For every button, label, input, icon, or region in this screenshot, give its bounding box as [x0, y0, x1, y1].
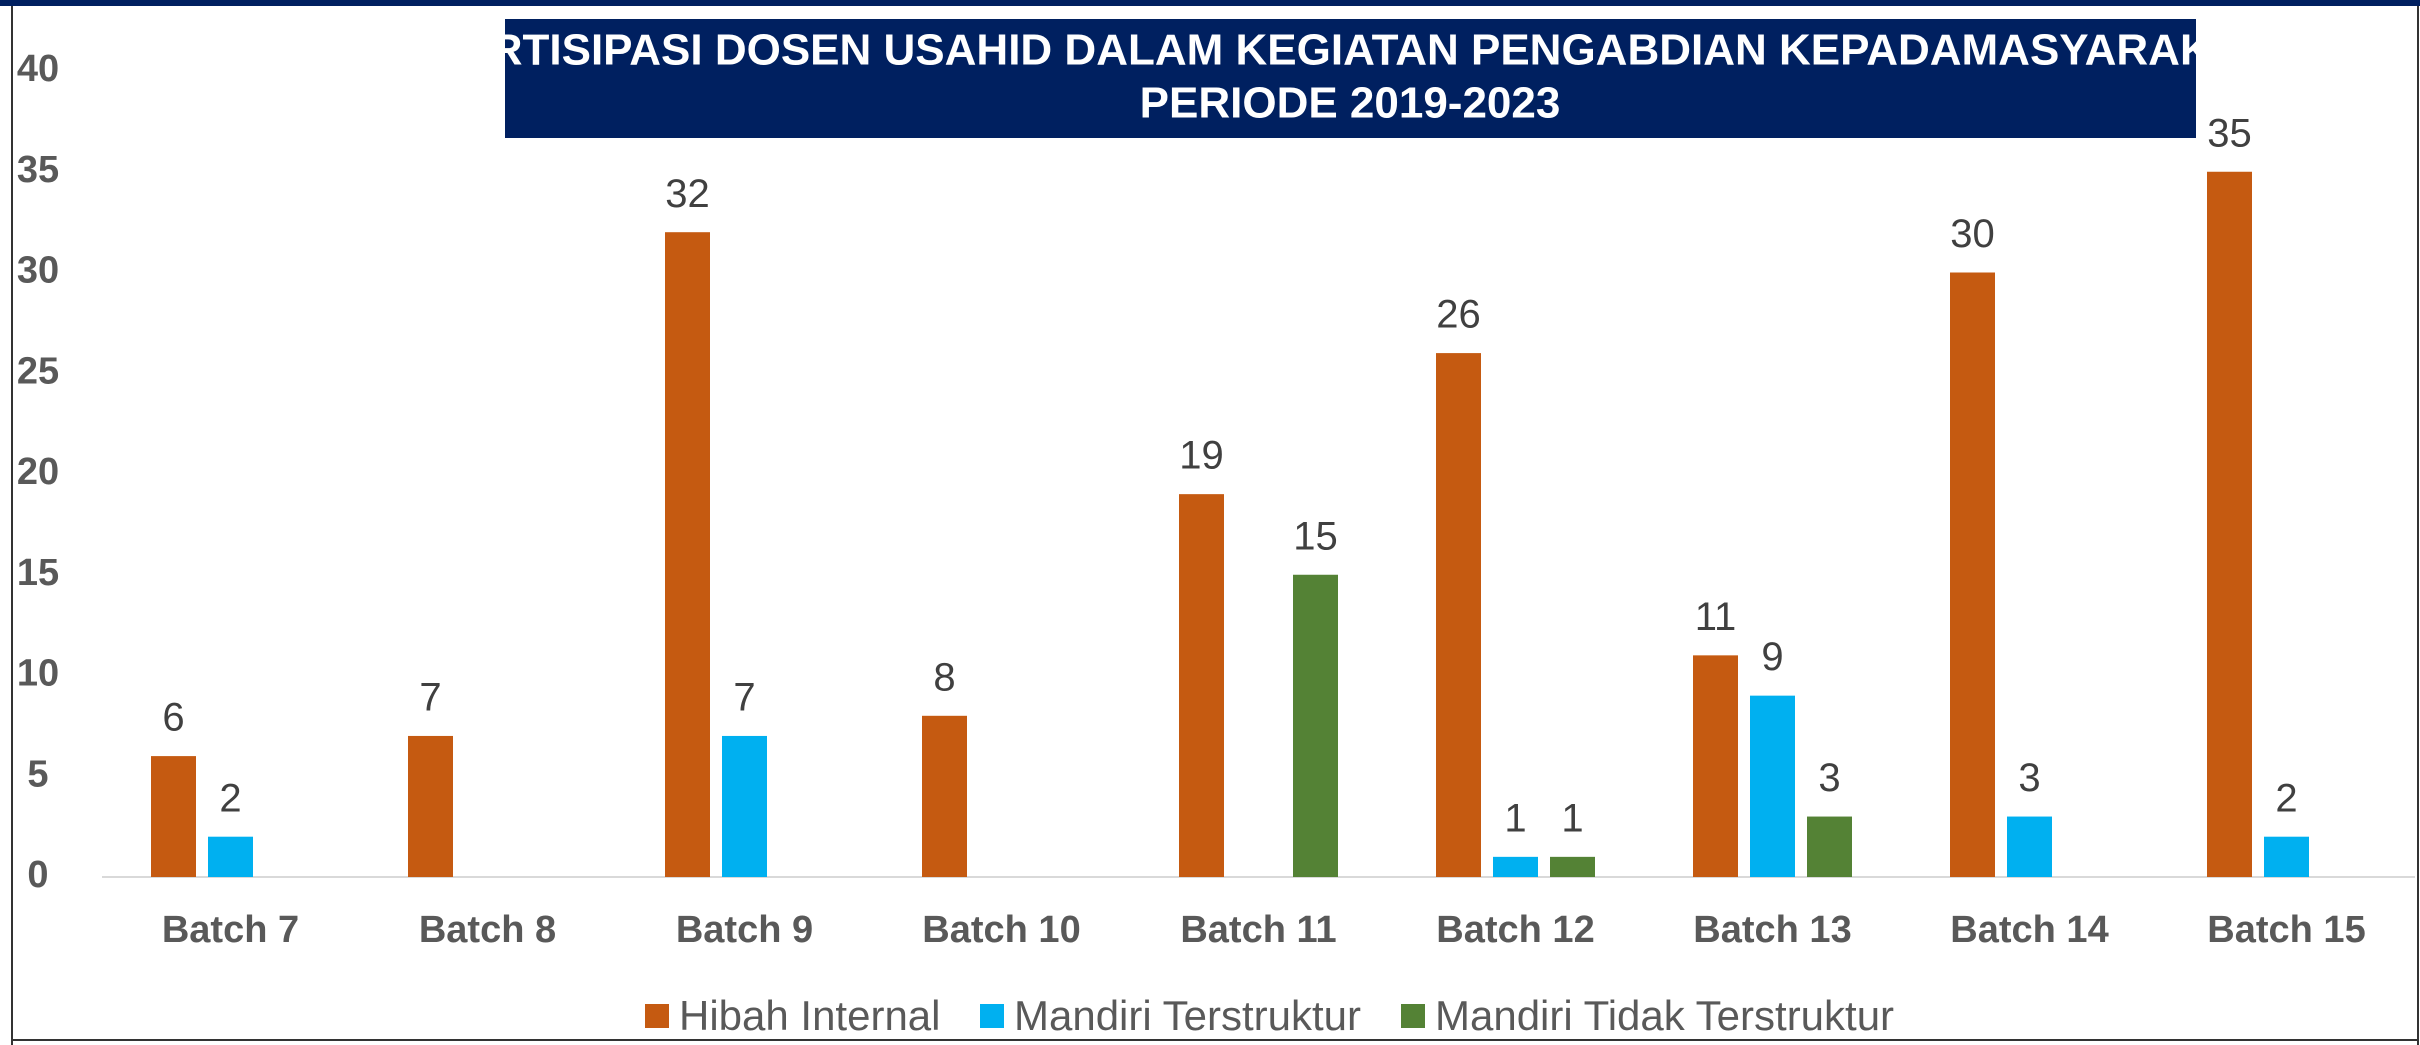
bar — [2007, 816, 2052, 877]
data-label: 1 — [1504, 796, 1526, 840]
data-label: 11 — [1695, 595, 1737, 639]
y-tick-label: 5 — [27, 753, 48, 795]
bar — [151, 756, 196, 877]
data-label: 26 — [1436, 293, 1481, 337]
data-label: 9 — [1761, 635, 1783, 679]
y-tick-label: 10 — [17, 653, 59, 695]
y-tick-label: 40 — [17, 48, 59, 90]
y-tick-label: 35 — [17, 149, 59, 191]
data-label: 32 — [665, 172, 710, 216]
bar — [2207, 171, 2252, 877]
bar — [1179, 494, 1224, 877]
bar — [1436, 353, 1481, 878]
bar — [2264, 836, 2309, 877]
x-tick-label: Batch 11 — [1180, 909, 1336, 951]
y-tick-label: 15 — [17, 552, 59, 594]
x-tick-label: Batch 9 — [676, 909, 813, 951]
y-tick-label: 0 — [27, 854, 48, 896]
x-tick-label: Batch 7 — [162, 909, 299, 951]
x-tick-label: Batch 12 — [1436, 909, 1594, 951]
bar — [1550, 856, 1595, 877]
legend-label: Hibah Internal — [679, 992, 941, 1039]
data-label: 7 — [733, 676, 755, 720]
x-tick-label: Batch 13 — [1693, 909, 1851, 951]
data-label: 2 — [219, 776, 241, 820]
top-border — [0, 0, 2420, 6]
bar — [208, 836, 253, 877]
data-label: 3 — [2018, 756, 2040, 800]
title-box — [505, 19, 2196, 138]
y-tick-label: 25 — [17, 350, 59, 392]
chart-subtitle: PERIODE 2019-2023 — [1140, 79, 1561, 128]
bar — [1293, 574, 1338, 877]
x-tick-label: Batch 10 — [922, 909, 1080, 951]
data-label: 3 — [1818, 756, 1840, 800]
x-tick-label: Batch 14 — [1950, 909, 2108, 951]
data-label: 15 — [1293, 514, 1338, 558]
x-tick-label: Batch 15 — [2207, 909, 2365, 951]
data-label: 30 — [1950, 212, 1995, 256]
x-tick-label: Batch 8 — [419, 909, 556, 951]
data-label: 8 — [933, 655, 955, 699]
data-label: 2 — [2275, 776, 2297, 820]
bar — [1750, 695, 1795, 877]
y-tick-label: 20 — [17, 451, 59, 493]
bar — [1693, 655, 1738, 877]
y-tick-label: 30 — [17, 250, 59, 292]
bar — [1493, 856, 1538, 877]
data-label: 35 — [2207, 111, 2252, 155]
bar — [722, 735, 767, 877]
data-label: 1 — [1561, 796, 1583, 840]
legend-label: Mandiri Terstruktur — [1014, 992, 1361, 1039]
bar — [1950, 272, 1995, 877]
data-label: 19 — [1179, 434, 1224, 478]
data-label: 7 — [419, 676, 441, 720]
legend-swatch — [980, 1004, 1004, 1028]
bar — [665, 232, 710, 877]
legend-label: Mandiri Tidak Terstruktur — [1435, 992, 1894, 1039]
bar — [408, 735, 453, 877]
bar — [922, 715, 967, 877]
data-label: 6 — [162, 696, 184, 740]
legend-swatch — [1401, 1004, 1425, 1028]
chart-title: PARTISIPASI DOSEN USAHID DALAM KEGIATAN … — [433, 26, 2267, 75]
legend-swatch — [645, 1004, 669, 1028]
bar — [1807, 816, 1852, 877]
